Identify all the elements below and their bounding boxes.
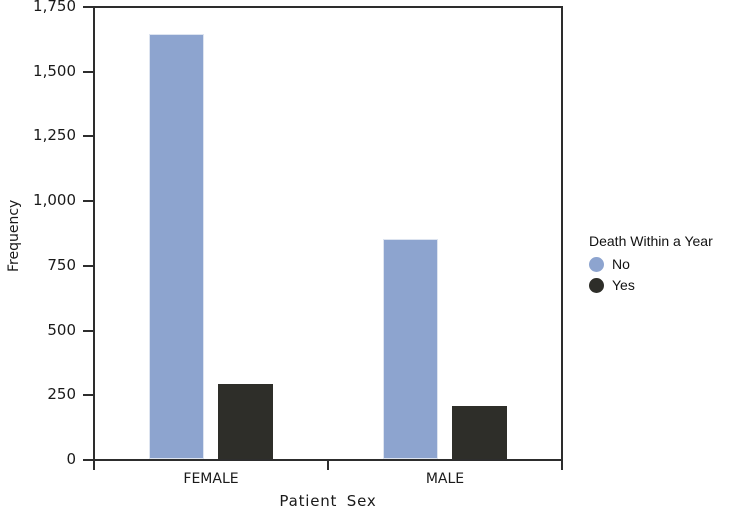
y-tick-label: 250 xyxy=(47,385,76,404)
y-tick-label: 1,000 xyxy=(33,191,76,210)
legend-marker-yes-icon xyxy=(589,277,604,293)
y-tick-mark xyxy=(83,459,94,461)
y-tick-label: 500 xyxy=(47,320,76,339)
y-tick-label: 1,250 xyxy=(33,126,76,145)
x-tick-mark xyxy=(93,460,95,470)
x-category-label: FEMALE xyxy=(183,471,239,487)
y-tick-mark xyxy=(83,70,94,73)
bar-female-yes xyxy=(218,383,273,459)
y-tick-mark xyxy=(83,200,94,203)
y-tick-mark xyxy=(83,394,94,397)
legend-marker-no-icon xyxy=(589,256,604,272)
y-tick-mark xyxy=(83,6,94,8)
y-tick-label: 1,750 xyxy=(33,0,76,15)
x-tick-mark xyxy=(327,460,329,470)
x-tick-mark xyxy=(561,460,563,470)
y-tick-mark xyxy=(83,329,94,332)
x-category-label: MALE xyxy=(425,471,465,487)
y-tick-label: 1,500 xyxy=(33,61,76,80)
y-tick-label: 0 xyxy=(66,450,76,468)
y-tick-mark xyxy=(83,135,94,138)
legend-item-yes: Yes xyxy=(589,277,713,293)
legend-label: Yes xyxy=(612,277,635,293)
y-tick-label: 750 xyxy=(47,255,76,274)
legend-label: No xyxy=(612,256,630,272)
bar-male-yes xyxy=(452,405,507,459)
y-tick-mark xyxy=(83,264,94,267)
x-axis-title: Patient Sex xyxy=(279,492,377,510)
bar-female-no xyxy=(149,34,204,459)
y-axis-title: Frequency xyxy=(6,199,22,272)
legend-title: Death Within a Year xyxy=(589,233,713,249)
legend-items: No Yes xyxy=(589,256,713,293)
legend-item-no: No xyxy=(589,256,713,272)
bar-male-no xyxy=(383,238,438,459)
legend: Death Within a Year No Yes xyxy=(589,233,713,298)
